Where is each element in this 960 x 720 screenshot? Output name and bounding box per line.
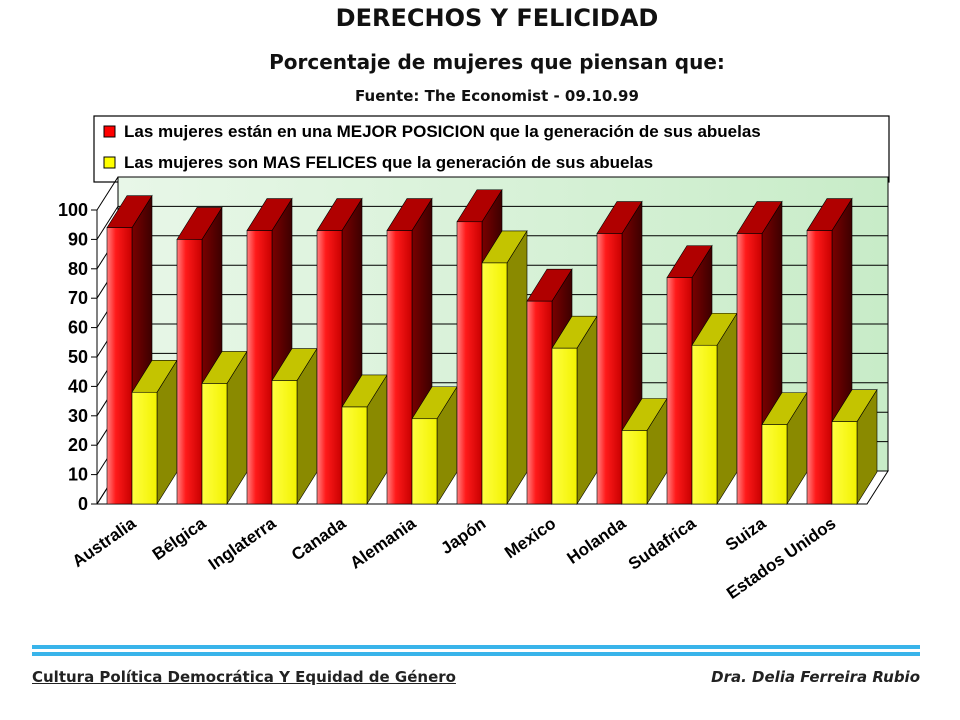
bar-side [716,312,738,506]
bar-front [526,300,553,505]
bar-front [551,347,578,505]
x-tick-label: Australia [69,513,140,571]
y-tick-label: 40 [68,376,88,396]
bar-front [736,233,763,505]
bar-front [831,421,858,505]
x-tick-label: Holanda [563,513,629,567]
x-tick-label: Japón [437,514,489,558]
bar-happier [341,373,388,506]
legend-box [93,115,890,183]
footer-divider [32,645,920,659]
bar-side [506,229,528,506]
bar-front [176,239,203,505]
x-tick-label: Suiza [722,513,770,554]
x-tick-label: Alemania [346,513,419,572]
bar-front [131,391,158,505]
y-tick-label: 50 [68,347,88,367]
bar-front [761,424,788,505]
plot-area: 0 10 20 30 40 50 60 70 80 90 100 Australia BélgicaIn… [58,176,889,603]
y-tick-label: 10 [68,465,88,485]
bar-front [621,430,648,505]
y-tick-label: 100 [58,200,88,220]
bar-front [341,406,368,505]
footer-author: Dra. Delia Ferreira Rubio [711,668,920,686]
chart-title: DERECHOS Y FELICIDAD [335,4,659,32]
gridline [96,176,888,211]
bar-front [386,230,413,505]
legend-label: Las mujeres están en una MEJOR POSICION … [124,122,761,141]
bar-front [271,380,298,505]
bar-front [691,344,718,505]
bar-front [456,221,483,505]
footer-course-title: Cultura Política Democrática Y Equidad d… [32,668,456,686]
legend-swatch [103,156,116,169]
bar-side [576,315,598,506]
y-tick-label: 60 [68,318,88,338]
y-tick-label: 30 [68,406,88,426]
bar-happier [201,350,248,506]
bar-front [201,383,228,505]
bar-happier [411,385,458,506]
y-tick-label: 80 [68,259,88,279]
bar-happier [691,312,738,506]
bar-happier [131,359,178,506]
bar-front [666,277,693,505]
bar-happier [831,388,878,506]
bar-front [806,230,833,505]
bar-happier [271,347,318,506]
chart-subtitle: Porcentaje de mujeres que piensan que: [269,50,725,74]
bar-front [481,262,508,505]
bar-front [246,230,273,505]
bar-happier [481,229,528,506]
chart-source: Fuente: The Economist - 09.10.99 [355,87,639,105]
bar-front [106,227,133,505]
bar-front [316,230,343,505]
x-tick-label: Inglaterra [205,513,280,573]
bar-front [596,233,623,505]
bar-happier [761,391,808,506]
y-tick-label: 90 [68,229,88,249]
bar-happier [551,315,598,506]
bar-happier [621,397,668,506]
x-tick-label: Mexico [501,514,559,563]
y-tick-label: 70 [68,288,88,308]
chart-legend: Las mujeres están en una MEJOR POSICION … [93,115,890,183]
x-tick-label: Sudafrica [625,513,700,573]
y-tick-label: 20 [68,435,88,455]
y-tick-label: 0 [78,494,88,514]
x-tick-label: Bélgica [149,513,210,564]
legend-label: Las mujeres son MAS FELICES que la gener… [124,153,653,172]
bar-front [411,418,438,505]
legend-swatch [103,125,116,138]
x-tick-label: Canada [288,513,350,564]
